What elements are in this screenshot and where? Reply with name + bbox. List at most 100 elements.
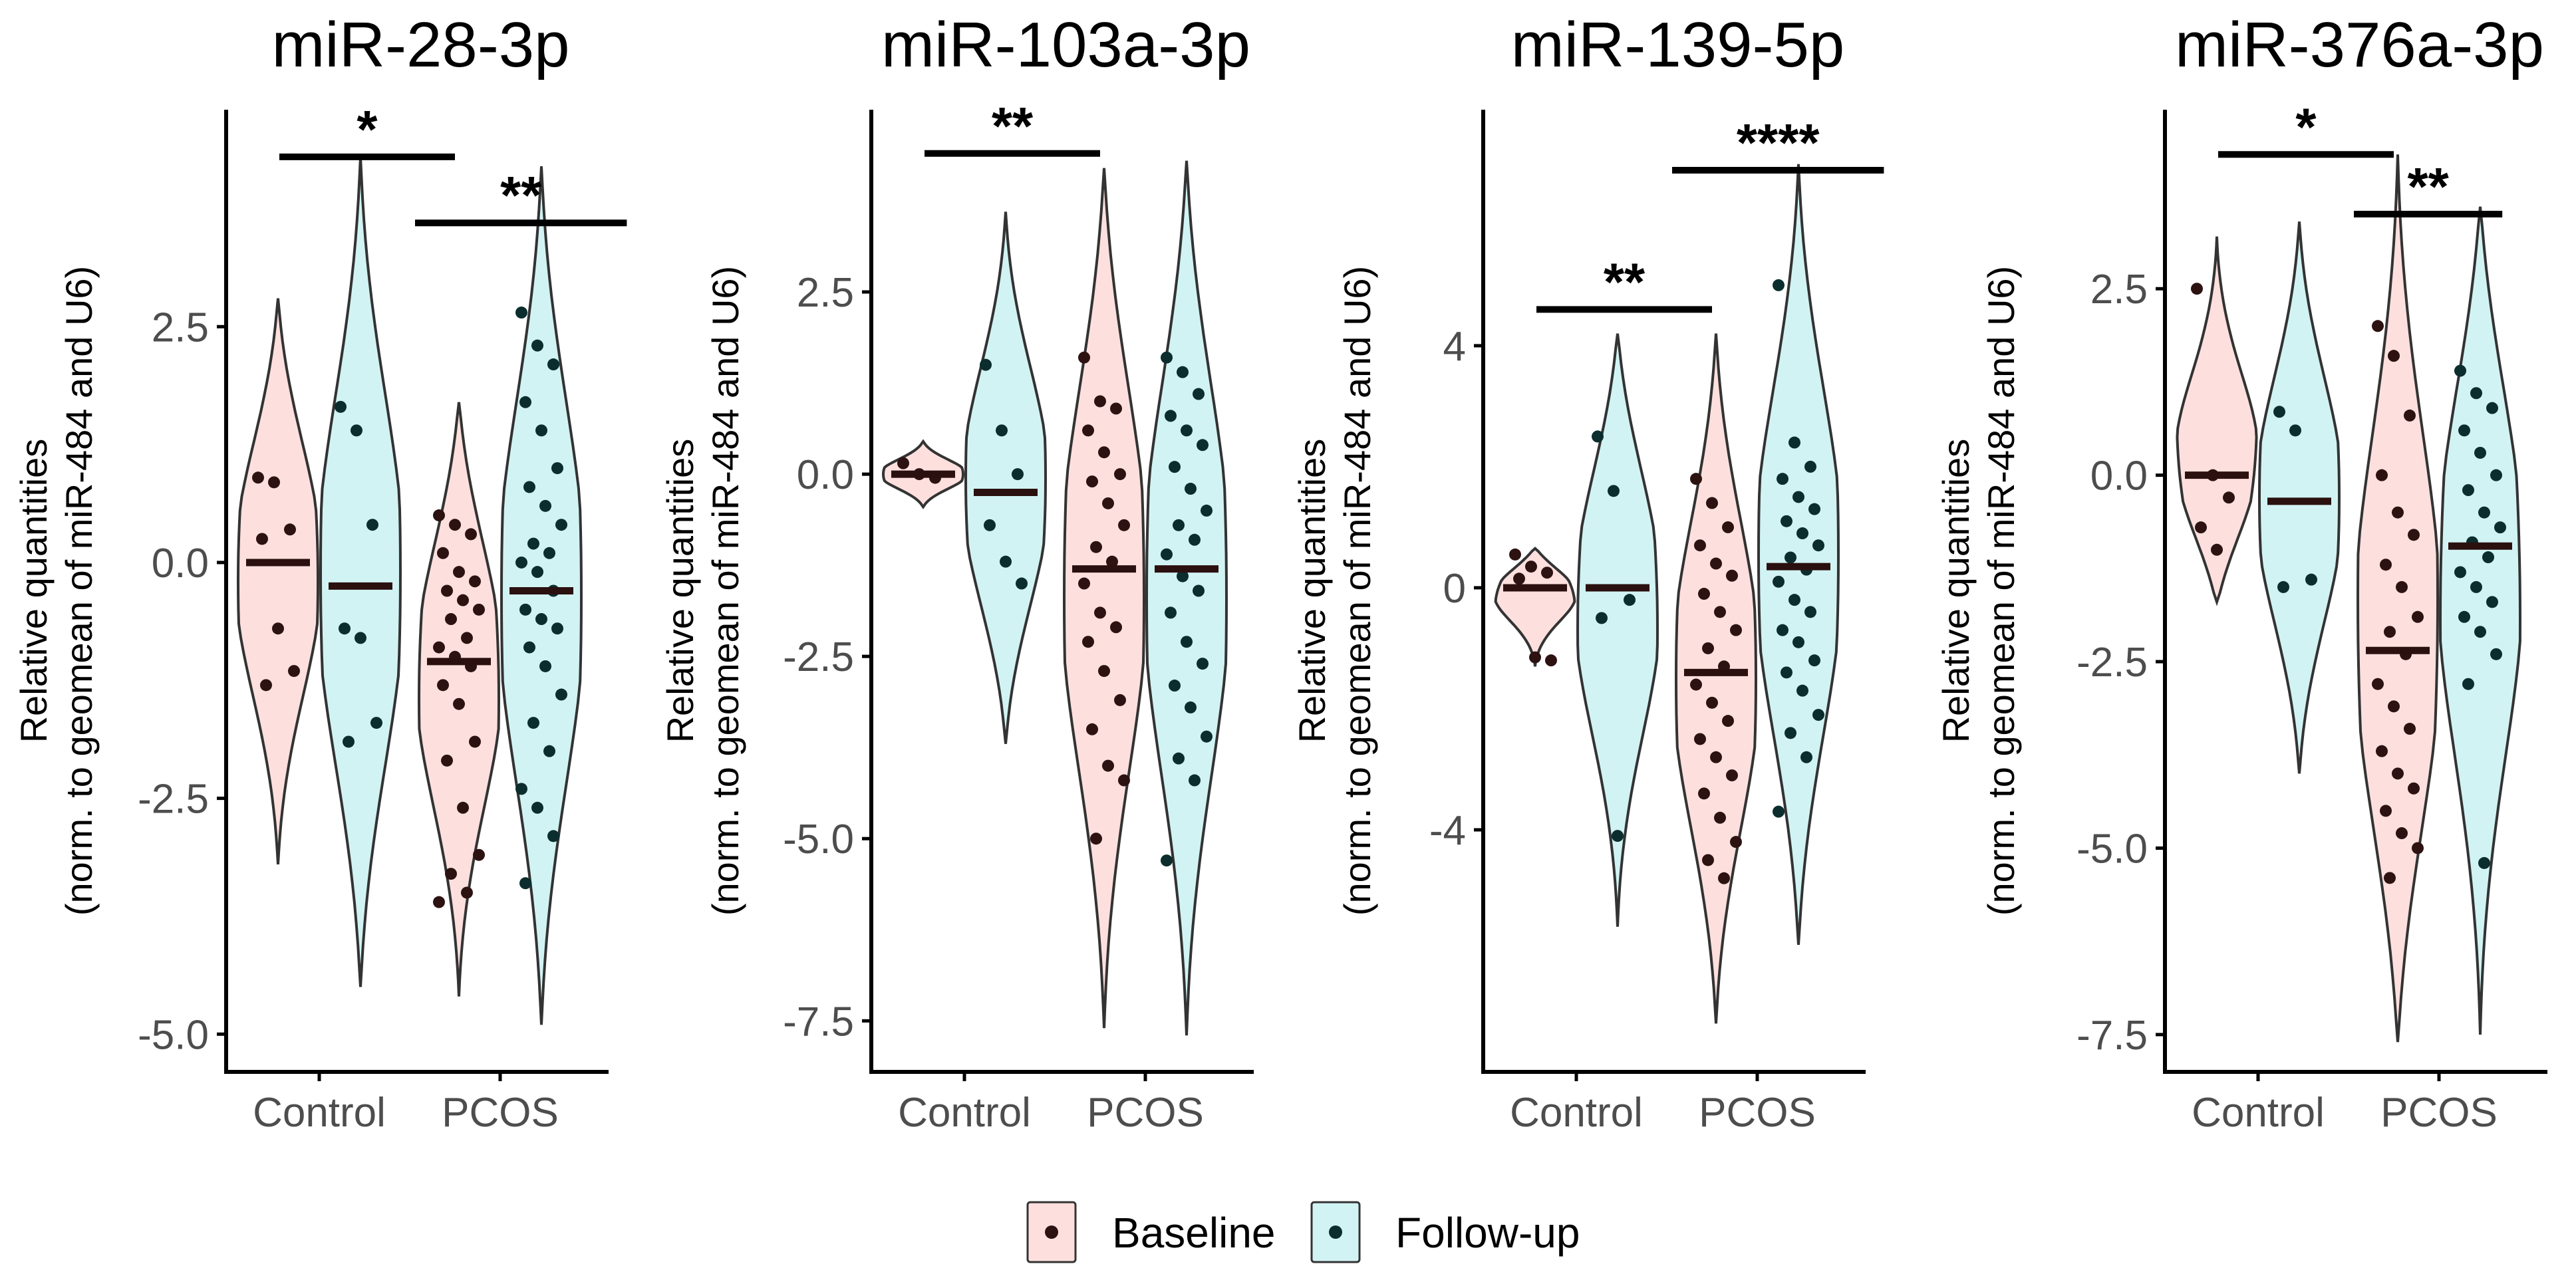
data-point bbox=[473, 603, 485, 616]
violin-baseline-control bbox=[236, 298, 320, 865]
data-point bbox=[351, 424, 362, 437]
data-point bbox=[473, 848, 485, 861]
data-point bbox=[1781, 515, 1792, 527]
data-point bbox=[441, 754, 453, 767]
data-point bbox=[1789, 594, 1800, 606]
data-point bbox=[366, 519, 378, 531]
data-point bbox=[1777, 473, 1789, 485]
data-point bbox=[1106, 555, 1118, 568]
data-point bbox=[335, 400, 347, 413]
data-point bbox=[1165, 606, 1177, 619]
data-point bbox=[1086, 475, 1098, 488]
data-point bbox=[1509, 548, 1521, 561]
data-point bbox=[433, 509, 445, 522]
y-axis-label-line2: (norm. to geomean of miR-484 and U6) bbox=[1336, 266, 1378, 916]
significance-label: ** bbox=[992, 96, 1034, 156]
data-point bbox=[1690, 473, 1702, 485]
data-point bbox=[2388, 700, 2400, 713]
y-tick-label: 0.0 bbox=[2090, 453, 2148, 499]
data-point bbox=[449, 519, 461, 531]
data-point bbox=[2474, 626, 2486, 638]
data-point bbox=[2474, 446, 2486, 459]
data-point bbox=[1181, 636, 1193, 648]
data-point bbox=[547, 830, 559, 842]
data-point bbox=[1082, 424, 1094, 437]
data-point bbox=[2396, 827, 2408, 840]
data-point bbox=[2458, 424, 2470, 437]
panel-4: miR-376a-3p Relative quantities(norm. to … bbox=[1935, 9, 2547, 1136]
data-point bbox=[1000, 555, 1012, 568]
y-axis-label-line1: Relative quantities bbox=[1291, 439, 1333, 743]
data-point bbox=[2404, 723, 2416, 735]
data-point bbox=[2392, 767, 2404, 780]
data-point bbox=[1513, 573, 1525, 585]
data-point bbox=[1541, 567, 1553, 579]
data-point bbox=[2470, 580, 2482, 593]
data-point bbox=[1193, 584, 1205, 597]
data-point bbox=[1169, 461, 1181, 473]
data-point bbox=[2470, 387, 2482, 400]
data-point bbox=[1197, 658, 1209, 670]
data-point bbox=[1710, 751, 1722, 763]
panel-2: miR-103a-3p Relative quantities(norm. to … bbox=[659, 9, 1254, 1136]
data-point bbox=[260, 679, 272, 692]
significance-label: * bbox=[357, 100, 378, 159]
data-point bbox=[1800, 751, 1812, 763]
data-point bbox=[433, 896, 445, 908]
data-point bbox=[1706, 696, 1718, 709]
data-point bbox=[465, 528, 477, 541]
data-point bbox=[519, 603, 531, 616]
data-point bbox=[1545, 654, 1557, 667]
y-tick-label: -2.5 bbox=[2076, 640, 2148, 686]
data-point bbox=[1796, 684, 1808, 697]
data-point bbox=[1722, 715, 1734, 727]
y-tick-label: -5.0 bbox=[783, 817, 854, 862]
data-point bbox=[1197, 439, 1209, 451]
data-point bbox=[288, 665, 300, 678]
data-point bbox=[2376, 745, 2388, 757]
data-point bbox=[1698, 787, 1710, 800]
y-axis-label: Relative quantities(norm. to geomean of … bbox=[1291, 266, 1378, 916]
data-point bbox=[1161, 548, 1173, 561]
x-tick-label: PCOS bbox=[1087, 1090, 1204, 1136]
data-point bbox=[2408, 529, 2420, 541]
data-point bbox=[1181, 424, 1193, 437]
data-point bbox=[1016, 577, 1028, 590]
significance-label: ** bbox=[2407, 157, 2449, 216]
data-point bbox=[339, 622, 351, 635]
y-tick-label: 4 bbox=[1443, 324, 1466, 370]
panel-3: miR-139-5p Relative quantities(norm. to g… bbox=[1291, 9, 1884, 1136]
significance-label: * bbox=[2295, 97, 2317, 156]
legend-label-followup: Follow-up bbox=[1395, 1209, 1580, 1257]
data-point bbox=[1098, 665, 1110, 678]
data-point bbox=[1722, 521, 1734, 533]
y-tick-label: 2.5 bbox=[2090, 267, 2148, 313]
y-tick-label: -4 bbox=[1429, 808, 1466, 854]
y-tick-label: 0.0 bbox=[797, 452, 854, 498]
data-point bbox=[2462, 678, 2474, 690]
data-point bbox=[2289, 424, 2301, 437]
data-point bbox=[355, 632, 366, 644]
x-tick-label: PCOS bbox=[2380, 1090, 2498, 1136]
data-point bbox=[1177, 366, 1189, 378]
data-point bbox=[515, 556, 527, 569]
data-point bbox=[1090, 833, 1102, 845]
data-point bbox=[445, 868, 457, 880]
data-point bbox=[2191, 283, 2203, 295]
violin-baseline-pcos bbox=[2356, 154, 2440, 1043]
data-point bbox=[996, 424, 1008, 437]
data-point bbox=[1706, 497, 1718, 509]
data-point bbox=[1710, 557, 1722, 570]
axes bbox=[869, 110, 1254, 1074]
data-point bbox=[1118, 519, 1130, 531]
data-point bbox=[2273, 406, 2285, 418]
data-point bbox=[523, 481, 535, 493]
data-point bbox=[1102, 759, 1114, 772]
y-tick-label: -5.0 bbox=[138, 1012, 209, 1058]
data-point bbox=[2412, 610, 2424, 623]
y-tick-label: -7.5 bbox=[2076, 1013, 2148, 1059]
data-point bbox=[1714, 606, 1726, 618]
y-tick-label: 0 bbox=[1443, 566, 1466, 612]
data-point bbox=[1161, 854, 1173, 867]
